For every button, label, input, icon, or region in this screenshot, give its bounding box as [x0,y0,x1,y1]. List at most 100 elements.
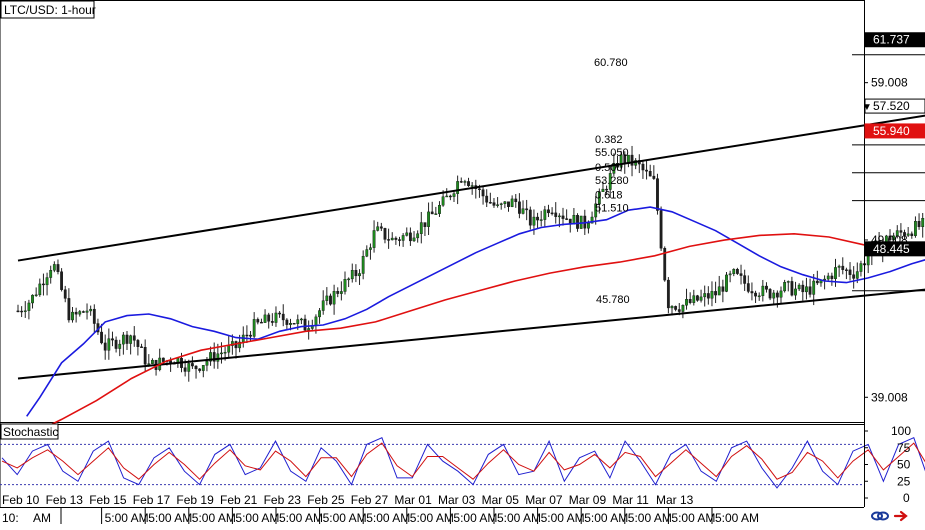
date-label: Feb 27 [351,493,389,507]
candle-body [685,299,688,306]
candle-body [441,196,445,206]
candle-body [496,204,499,206]
candle-body [652,175,656,179]
candle-body [260,321,263,324]
candle-body [190,363,194,367]
candle-body [459,181,463,183]
candle-body [485,195,489,203]
candle-body [587,223,590,229]
candle-body [201,365,205,371]
candle-body [914,221,917,236]
candle-body [619,154,623,168]
candle-body [365,249,369,257]
chart-title: LTC/USD: 1-hour [4,3,96,17]
candle-body [845,269,848,271]
candle-body [85,310,89,313]
candle-body [507,201,510,207]
candle-body [456,181,460,194]
candle-body [906,233,910,236]
candle-body [761,285,765,297]
date-label: Feb 13 [46,493,84,507]
candle-body [249,334,252,337]
date-label: Feb 17 [133,493,171,507]
fib-ratio-label: 0.500 [595,162,623,174]
candle-body [81,311,85,313]
candle-body [743,275,747,284]
candle-body [256,319,260,323]
candle-body [16,310,20,313]
candle-body [212,352,216,362]
price-badge [864,98,925,114]
candle-body [252,319,256,337]
candle-body [536,216,539,221]
candle-body [754,292,757,297]
price-badge [864,32,925,48]
candle-body [20,310,24,313]
candle-body [419,222,423,234]
candle-body [688,299,692,303]
candle-body [125,334,129,344]
fib-price-label: 60.780 [594,57,628,69]
candle-body [325,295,329,301]
candle-body [786,281,790,283]
candle-body [376,226,380,231]
candle-body [307,328,311,331]
candle-body [45,277,49,286]
stochastic-tick-label: 25 [897,474,911,488]
candle-body [423,222,427,227]
candle-body [736,269,739,274]
stochastic-tick-label: 50 [897,458,911,472]
candle-body [263,314,267,323]
candle-body [692,295,696,303]
candle-body [499,203,503,205]
candle-body [34,294,38,297]
candle-body [725,274,728,292]
candle-body [427,211,430,227]
candle-body [648,171,652,177]
arrow-icon[interactable] [893,510,908,522]
candle-body [663,248,667,281]
candle-body [772,292,776,299]
link-icon[interactable] [871,509,889,523]
date-label: Mar 03 [438,493,476,507]
date-label: Mar 09 [569,493,607,507]
date-label: Feb 10 [2,493,40,507]
candle-body [859,263,863,272]
stochastic-series-d [1,442,925,480]
candle-body [71,311,74,321]
candle-body [281,313,285,321]
candle-body [808,286,812,295]
candle-body [899,230,903,233]
candle-body [52,264,56,271]
candle-body [666,279,670,309]
candle-body [768,289,772,299]
time-label: 5:00 AM [671,511,715,525]
fib-price-label: 55.050 [595,147,629,159]
title-box [0,0,95,19]
candle-body [358,273,361,277]
price-badge-label: 48.445 [873,242,910,256]
candle-body [321,300,325,311]
candle-body [488,202,492,204]
candle-body [612,163,616,174]
price-badge [864,241,925,257]
candle-body [539,219,543,221]
candle-body [837,265,841,268]
date-label: Feb 25 [307,493,345,507]
candle-body [336,291,340,294]
candle-body [448,195,452,198]
candle-body [227,345,231,353]
date-label: Feb 15 [89,493,127,507]
candle-body [387,239,390,241]
candle-body [732,269,736,275]
time-label: 5:00 AM [541,511,585,525]
candle-body [292,323,296,325]
candle-body [783,282,787,292]
candle-body [205,361,209,366]
candle-body [656,178,659,211]
candle-body [278,312,281,315]
candle-body [274,312,278,323]
candle-body [409,232,412,242]
candle-body [314,316,318,326]
